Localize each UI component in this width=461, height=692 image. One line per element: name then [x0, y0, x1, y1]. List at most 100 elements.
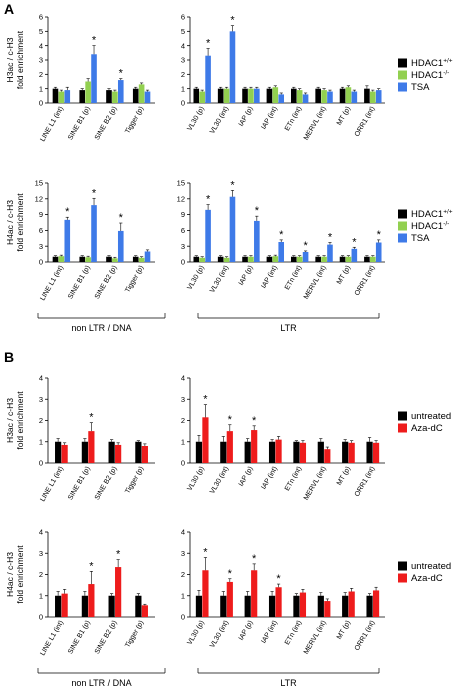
x-tick-label: SINE B1 (p) [67, 265, 92, 301]
bar [248, 88, 254, 103]
y-tick-label: 4 [39, 41, 43, 50]
bar [302, 94, 309, 103]
y-tick-label: 0 [181, 459, 185, 468]
bar [115, 444, 122, 463]
bar [375, 242, 382, 262]
y-tick-label: 0 [39, 613, 43, 622]
x-tick-label: MT (p) [336, 265, 352, 286]
y-tick-label: 12 [177, 194, 185, 203]
y-tick-label: 3 [39, 395, 43, 404]
bar [193, 88, 200, 103]
x-tick-label: VL30 (p) [186, 265, 205, 292]
y-tick-label: 1 [39, 591, 43, 600]
significance-star: * [279, 229, 284, 241]
group-bracket: LTR [197, 668, 380, 688]
legend-swatch [398, 561, 407, 571]
bar [345, 256, 352, 262]
significance-star: * [276, 573, 281, 585]
x-tick-label: VL30 (p) [186, 106, 205, 133]
y-tick-label: 1 [181, 437, 185, 446]
significance-star: * [92, 35, 97, 47]
bar-chart: 0 1 2 3 4 5 6 * VL30 (p) * VL30 (int) IAP (p) IAP (i… [181, 13, 385, 142]
bar [138, 84, 145, 103]
legend-swatch [398, 209, 407, 219]
significance-star: * [92, 187, 97, 199]
bar [275, 439, 282, 463]
bar-chart: 0 1 2 3 4 * VL30 (p) * VL30 (int) * IAP (p) IAP (in… [181, 374, 385, 502]
x-tick-label: LINE L1 (int) [39, 265, 65, 303]
y-tick-label: 1 [39, 437, 43, 446]
significance-star: * [203, 394, 208, 406]
legend-label-base: HDAC1 [411, 221, 443, 232]
y-tick-label: 3 [181, 242, 185, 251]
y-axis-title-line: fold enrichment [15, 30, 25, 89]
legend-label-base: untreated [411, 411, 451, 422]
bar [345, 87, 352, 103]
y-axis-title-line: H3ac / c-H3 [5, 37, 15, 82]
x-tick-label: IAP (p) [238, 106, 255, 128]
y-tick-label: 4 [181, 41, 185, 50]
y-tick-label: 15 [35, 179, 43, 188]
legend-swatch [398, 221, 407, 231]
bar [144, 91, 151, 103]
bar [58, 91, 65, 103]
y-tick-label: 6 [39, 13, 43, 22]
bar [351, 248, 358, 262]
bar [199, 91, 205, 103]
bar [117, 80, 124, 103]
significance-star: * [119, 68, 124, 80]
x-tick-label: SINE B1 (p) [67, 620, 92, 656]
bar [242, 256, 248, 262]
bar [195, 441, 203, 463]
bar [327, 91, 333, 103]
y-tick-label: 0 [181, 258, 185, 267]
bar [324, 449, 331, 463]
y-tick-label: 3 [39, 56, 43, 65]
bar [223, 257, 230, 262]
bar [296, 256, 303, 262]
bar [290, 256, 297, 262]
y-tick-label: 0 [181, 99, 185, 108]
x-tick-label: ORR1 (int) [354, 106, 377, 138]
y-tick-label: 4 [181, 528, 185, 537]
y-axis-title-line: fold enrichment [15, 391, 25, 450]
bar [52, 256, 59, 262]
x-tick-label: SINE B2 (p) [94, 466, 119, 502]
chart-row: H4ac / c-H3fold enrichment 0 1 2 3 4 LINE L1 (… [5, 528, 451, 688]
bar [324, 601, 331, 617]
y-tick-label: 1 [39, 84, 43, 93]
bar [226, 581, 233, 617]
y-tick-label: 9 [181, 210, 185, 219]
bar-chart: 0 1 2 3 4 * VL30 (p) * VL30 (int) * IAP (p) * IAP (i… [181, 528, 385, 688]
bar [88, 584, 95, 617]
group-bracket: non LTR / DNA [37, 668, 166, 688]
legend-label-superscript: +/+ [443, 58, 453, 65]
legend-label-base: untreated [411, 561, 451, 572]
group-bracket: non LTR / DNA [37, 313, 166, 333]
significance-star: * [228, 568, 233, 580]
bar-chart: 0 3 6 9 12 15 * VL30 (p) * VL30 (int) * IAP (p) * IAP… [177, 179, 385, 333]
bar [135, 441, 142, 463]
bar [339, 256, 346, 262]
y-tick-label: 2 [181, 416, 185, 425]
y-axis-title: H3ac / c-H3fold enrichment [5, 391, 25, 450]
x-tick-label: IAP (p) [238, 466, 255, 488]
x-tick-label: SINE B2 (p) [94, 620, 119, 656]
y-tick-label: 5 [181, 27, 185, 36]
bar-chart: 0 3 6 9 12 15 * LINE L1 (int) * SINE B1 (p) * SINE … [35, 179, 166, 333]
y-tick-label: 1 [181, 591, 185, 600]
bar [144, 251, 151, 262]
bar [117, 230, 124, 262]
x-tick-label: IAP (p) [238, 265, 255, 287]
bar [88, 431, 95, 463]
group-label: LTR [280, 323, 297, 333]
bar [112, 258, 118, 262]
bar [138, 257, 145, 262]
bar [348, 591, 355, 617]
legend-label: untreated [411, 561, 451, 572]
y-tick-label: 3 [39, 549, 43, 558]
bar [64, 219, 71, 262]
